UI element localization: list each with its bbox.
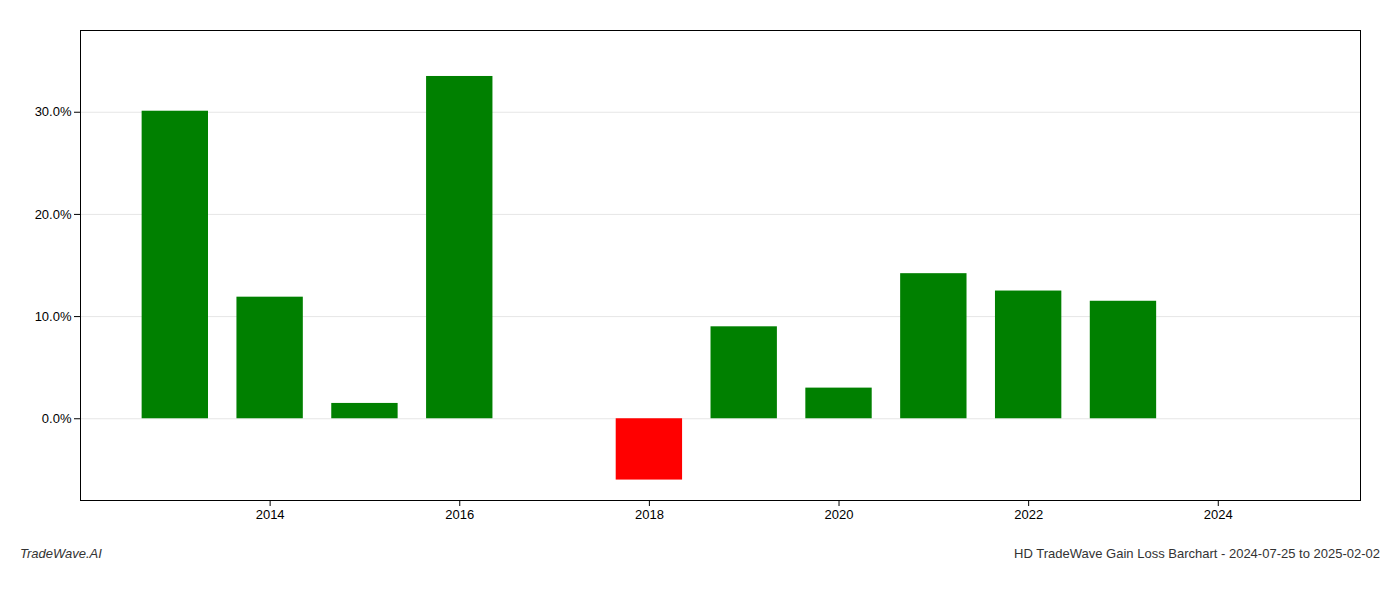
svg-text:2018: 2018 <box>635 507 664 522</box>
svg-text:30.0%: 30.0% <box>35 104 72 119</box>
svg-text:2014: 2014 <box>256 507 285 522</box>
svg-text:2020: 2020 <box>825 507 854 522</box>
svg-text:2022: 2022 <box>1014 507 1043 522</box>
svg-text:2016: 2016 <box>445 507 474 522</box>
svg-text:0.0%: 0.0% <box>42 411 72 426</box>
svg-text:10.0%: 10.0% <box>35 309 72 324</box>
html-text:HD TradeWave Gain Loss Barchar: HD TradeWave Gain Loss Barchart - 2024-0… <box>1014 546 1380 561</box>
svg-text:2024: 2024 <box>1204 507 1233 522</box>
svg-text:20.0%: 20.0% <box>35 207 72 222</box>
html-text:TradeWave.AI: TradeWave.AI <box>20 546 102 561</box>
